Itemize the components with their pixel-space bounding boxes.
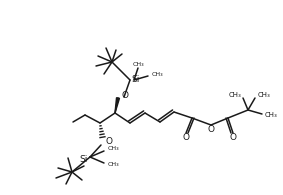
Text: O: O xyxy=(106,137,113,146)
Text: CH₃: CH₃ xyxy=(228,92,241,98)
Text: O: O xyxy=(121,91,128,100)
Text: CH₃: CH₃ xyxy=(265,112,278,118)
Text: O: O xyxy=(183,134,190,143)
Text: CH₃: CH₃ xyxy=(108,146,120,152)
Text: Si: Si xyxy=(131,75,139,84)
Text: CH₃: CH₃ xyxy=(152,72,164,76)
Text: O: O xyxy=(207,126,215,135)
Text: O: O xyxy=(230,134,237,143)
Text: Si: Si xyxy=(80,154,88,163)
Text: CH₃: CH₃ xyxy=(108,162,120,168)
Text: CH₃: CH₃ xyxy=(132,61,144,66)
Polygon shape xyxy=(115,98,119,113)
Text: CH₃: CH₃ xyxy=(258,92,271,98)
